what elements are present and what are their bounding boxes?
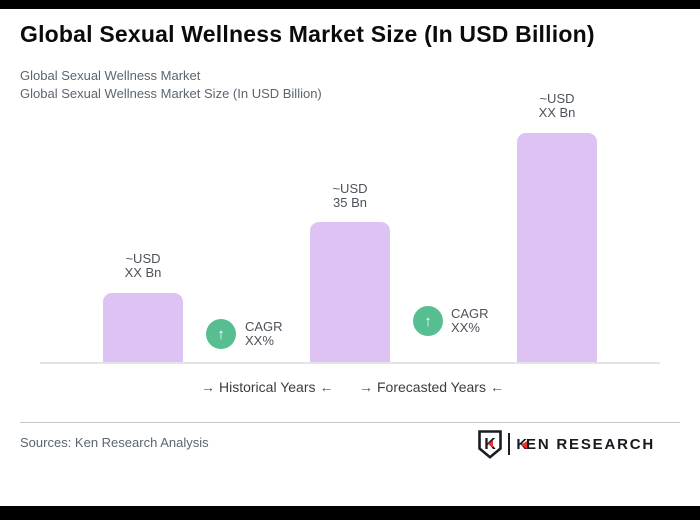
bar-historical — [103, 293, 183, 363]
bar3-label-line2: XX Bn — [538, 105, 576, 120]
cagr1-value: XX% — [245, 333, 274, 348]
cagr2-label: CAGR — [451, 306, 489, 321]
bar-value-label-forecast: ~USD XX Bn — [517, 92, 597, 120]
bar1-label-line1: ~USD — [125, 251, 161, 266]
x-axis-line — [40, 362, 660, 364]
axis-group-label: Historical Years — [219, 379, 316, 395]
cagr-badge-historical: ↑ — [206, 319, 236, 349]
axis-group-historical-years: → Historical Years ← — [197, 379, 334, 395]
cagr-text-historical: CAGR XX% — [245, 320, 283, 348]
subtitle-line-1: Global Sexual Wellness Market — [20, 68, 201, 83]
cagr1-label: CAGR — [245, 319, 283, 334]
axis-group-forecasted-years: → Forecasted Years ← — [355, 379, 504, 395]
subtitle-line-2: Global Sexual Wellness Market Size (In U… — [20, 86, 322, 101]
brand-wordmark: K EN RESEARCH — [516, 436, 655, 453]
bar-base-year — [310, 222, 390, 363]
left-arrow-icon: ← — [489, 379, 504, 395]
up-arrow-icon: ↑ — [217, 325, 225, 343]
page-title: Global Sexual Wellness Market Size (In U… — [20, 21, 595, 47]
brand-rest: EN RESEARCH — [526, 435, 655, 453]
bar-forecast — [517, 133, 597, 363]
cagr2-value: XX% — [451, 320, 480, 335]
top-edge-bar — [0, 0, 700, 9]
chart-subtitle: Global Sexual Wellness Market Global Sex… — [20, 67, 322, 103]
bottom-edge-bar — [0, 506, 700, 520]
left-arrow-icon: ← — [319, 379, 334, 395]
bar3-label-line1: ~USD — [539, 91, 575, 106]
source-note: Sources: Ken Research Analysis — [20, 435, 209, 450]
logo-separator — [508, 433, 511, 455]
up-arrow-icon: ↑ — [424, 312, 432, 330]
bar-value-label-historical: ~USD XX Bn — [103, 252, 183, 280]
footer-divider — [20, 422, 680, 423]
bar2-label-line2: 35 Bn — [333, 195, 367, 210]
cagr-text-forecast: CAGR XX% — [451, 307, 489, 335]
bar2-label-line1: ~USD — [332, 181, 368, 196]
right-arrow-icon: → — [201, 379, 215, 395]
axis-group-label: Forecasted Years — [377, 379, 486, 395]
shield-k-icon: K — [478, 429, 503, 459]
ken-research-logo: K KEN RESEARCH — [478, 429, 655, 459]
cagr-badge-forecast: ↑ — [413, 306, 443, 336]
red-triangle-icon — [521, 440, 528, 449]
right-arrow-icon: → — [359, 379, 373, 395]
bar-value-label-base-year: ~USD 35 Bn — [310, 182, 390, 210]
bar1-label-line2: XX Bn — [124, 265, 162, 280]
